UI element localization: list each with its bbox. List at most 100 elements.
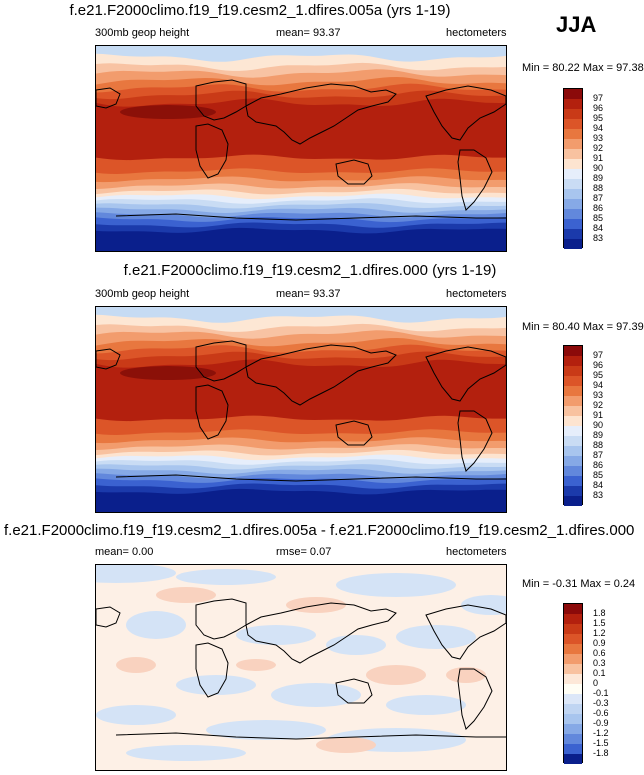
colorbar-tick-label: 0.9	[593, 637, 606, 648]
panel2-title: f.e21.F2000climo.f19_f19.cesm2_1.dfires.…	[123, 262, 497, 279]
coastline-1	[195, 79, 247, 121]
colorbar-tick-label: 97	[593, 349, 604, 360]
anomaly-region-14	[126, 745, 246, 761]
colorbar-cell	[564, 199, 582, 209]
colorbar-tick-label: 91	[593, 152, 604, 163]
coastline-7	[115, 474, 506, 482]
panel1-map	[95, 45, 507, 252]
panel3-units-label: hectometers	[446, 546, 507, 558]
coastline-2	[195, 384, 229, 440]
panel1-variable-label: 300mb geop height	[95, 27, 190, 39]
colorbar-cell	[564, 624, 582, 634]
colorbar-tick-label: 95	[593, 369, 604, 380]
tibetan-high-max	[120, 105, 216, 120]
colorbar-tick-label: 0.1	[593, 667, 606, 678]
coastline-0	[245, 344, 397, 406]
coastline-3	[335, 678, 373, 704]
colorbar-cell	[564, 396, 582, 406]
anomaly-region-10	[386, 695, 466, 715]
colorbar-cell	[564, 754, 582, 764]
colorbar-box	[563, 88, 583, 249]
coastline-0	[245, 602, 397, 664]
colorbar-cell	[564, 734, 582, 744]
anomaly-region-15	[156, 587, 216, 603]
colorbar-box	[563, 345, 583, 506]
colorbar-tick-label: 92	[593, 142, 604, 153]
panel3-rmse-label: rmse= 0.07	[276, 546, 332, 558]
panel3-mean-label: mean= 0.00	[95, 546, 154, 558]
coastline-7	[115, 213, 506, 221]
coastline-3	[335, 420, 373, 446]
panel2-colorbar: 97 96 95 94 93 92 91 90 89 88 87 86 85 84 83	[563, 345, 623, 506]
tibetan-high-max	[120, 366, 216, 381]
colorbar-tick-label: -1.5	[593, 737, 609, 748]
colorbar-cell	[564, 436, 582, 446]
colorbar-tick-label: -1.2	[593, 727, 609, 738]
colorbar-cell	[564, 139, 582, 149]
anomaly-region-21	[316, 737, 376, 753]
colorbar-cell	[564, 466, 582, 476]
anomaly-region-9	[271, 683, 361, 707]
panel2-variable-label: 300mb geop height	[95, 288, 190, 300]
anomaly-region-19	[236, 659, 276, 671]
colorbar-tick-label: 87	[593, 192, 604, 203]
coastline-5	[457, 410, 493, 472]
colorbar-cell	[564, 376, 582, 386]
colorbar-cell	[564, 209, 582, 219]
colorbar-cell	[564, 426, 582, 436]
colorbar-tick-label: 96	[593, 102, 604, 113]
colorbar-tick-label: 89	[593, 429, 604, 440]
panel2-map	[95, 306, 507, 513]
colorbar-cell	[564, 446, 582, 456]
colorbar-cell	[564, 346, 582, 356]
colorbar-cell	[564, 664, 582, 674]
anomaly-region-4	[126, 611, 186, 639]
anomaly-region-8	[176, 675, 256, 695]
colorbar-tick-label: 93	[593, 132, 604, 143]
anomaly-region-0	[96, 565, 176, 583]
colorbar-tick-label: -0.6	[593, 707, 609, 718]
panel1-units-label: hectometers	[446, 27, 507, 39]
colorbar-tick-label: 85	[593, 469, 604, 480]
coastline-2	[195, 642, 229, 698]
colorbar-tick-label: 97	[593, 92, 604, 103]
colorbar-cell	[564, 229, 582, 239]
colorbar-cell	[564, 674, 582, 684]
colorbar-tick-label: -0.3	[593, 697, 609, 708]
colorbar-cell	[564, 406, 582, 416]
colorbar-cell	[564, 179, 582, 189]
panel1-mean-label: mean= 93.37	[276, 27, 341, 39]
colorbar-cell	[564, 476, 582, 486]
colorbar-cell	[564, 486, 582, 496]
anomaly-region-6	[326, 635, 386, 655]
colorbar-tick-label: 1.2	[593, 627, 606, 638]
contour-band-s12	[96, 227, 506, 251]
coastline-1	[195, 340, 247, 382]
colorbar-tick-label: 87	[593, 449, 604, 460]
colorbar-tick-label: 84	[593, 479, 604, 490]
colorbar-cell	[564, 714, 582, 724]
colorbar-cell	[564, 149, 582, 159]
coastline-4	[425, 346, 506, 402]
colorbar-tick-label: 94	[593, 122, 604, 133]
anomaly-region-1	[176, 569, 276, 585]
anomaly-region-11	[96, 705, 176, 725]
colorbar-cell	[564, 189, 582, 199]
colorbar-cell	[564, 366, 582, 376]
colorbar-cell	[564, 684, 582, 694]
colorbar-cell	[564, 634, 582, 644]
panel1-title: f.e21.F2000climo.f19_f19.cesm2_1.dfires.…	[69, 2, 451, 19]
colorbar-tick-label: 0.6	[593, 647, 606, 658]
colorbar-tick-label: 0	[593, 677, 599, 688]
contour-band-n6	[96, 46, 506, 62]
colorbar-tick-label: 90	[593, 419, 604, 430]
coastline-0	[245, 83, 397, 145]
colorbar-tick-label: 90	[593, 162, 604, 173]
colorbar-cell	[564, 416, 582, 426]
colorbar-box	[563, 603, 583, 764]
colorbar-cell	[564, 99, 582, 109]
colorbar-cell	[564, 724, 582, 734]
colorbar-cell	[564, 129, 582, 139]
contour-band-n6	[96, 307, 506, 323]
colorbar-tick-label: 92	[593, 399, 604, 410]
